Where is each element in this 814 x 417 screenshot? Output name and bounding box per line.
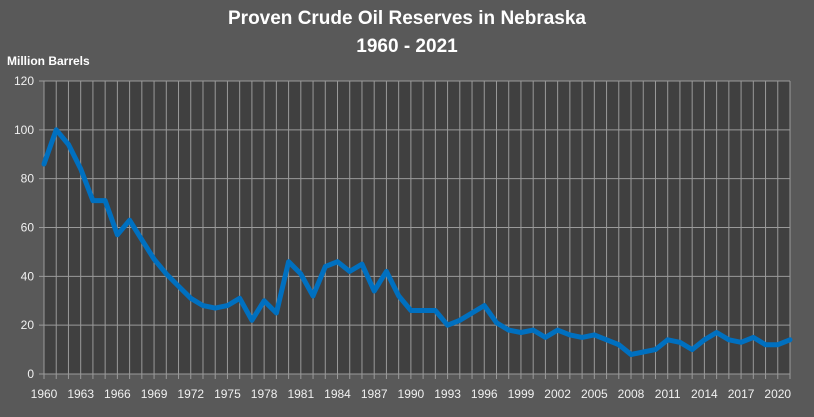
x-tick-label: 1993 (434, 387, 461, 401)
x-tick-label: 2020 (764, 387, 791, 401)
y-tick-label: 80 (21, 172, 35, 186)
x-tick-label: 2005 (581, 387, 608, 401)
x-tick-label: 2017 (728, 387, 755, 401)
x-tick-label: 1981 (287, 387, 314, 401)
x-tick-label: 1963 (67, 387, 94, 401)
x-tick-label: 1990 (398, 387, 425, 401)
chart-subtitle: 1960 - 2021 (356, 36, 458, 57)
chart-title: Proven Crude Oil Reserves in Nebraska (228, 8, 586, 29)
x-tick-label: 1996 (471, 387, 498, 401)
x-tick-label: 1987 (361, 387, 388, 401)
x-tick-label: 1984 (324, 387, 351, 401)
x-tick-label: 1999 (508, 387, 535, 401)
x-tick-label: 2014 (691, 387, 718, 401)
x-tick-label: 1960 (31, 387, 58, 401)
y-axis-label: Million Barrels (7, 54, 90, 68)
y-tick-label: 0 (27, 367, 34, 381)
x-tick-label: 1969 (141, 387, 168, 401)
x-tick-label: 1978 (251, 387, 278, 401)
x-tick-label: 1966 (104, 387, 131, 401)
x-tick-label: 2008 (618, 387, 645, 401)
x-tick-label: 1972 (177, 387, 204, 401)
x-tick-label: 1975 (214, 387, 241, 401)
y-tick-label: 60 (21, 221, 35, 235)
series-line (41, 127, 793, 357)
x-tick-label: 2011 (655, 387, 681, 401)
x-tick-label: 2002 (544, 387, 571, 401)
y-tick-label: 120 (14, 74, 34, 88)
y-tick-label: 100 (14, 123, 34, 137)
y-tick-label: 20 (21, 318, 35, 332)
y-tick-label: 40 (21, 269, 35, 283)
